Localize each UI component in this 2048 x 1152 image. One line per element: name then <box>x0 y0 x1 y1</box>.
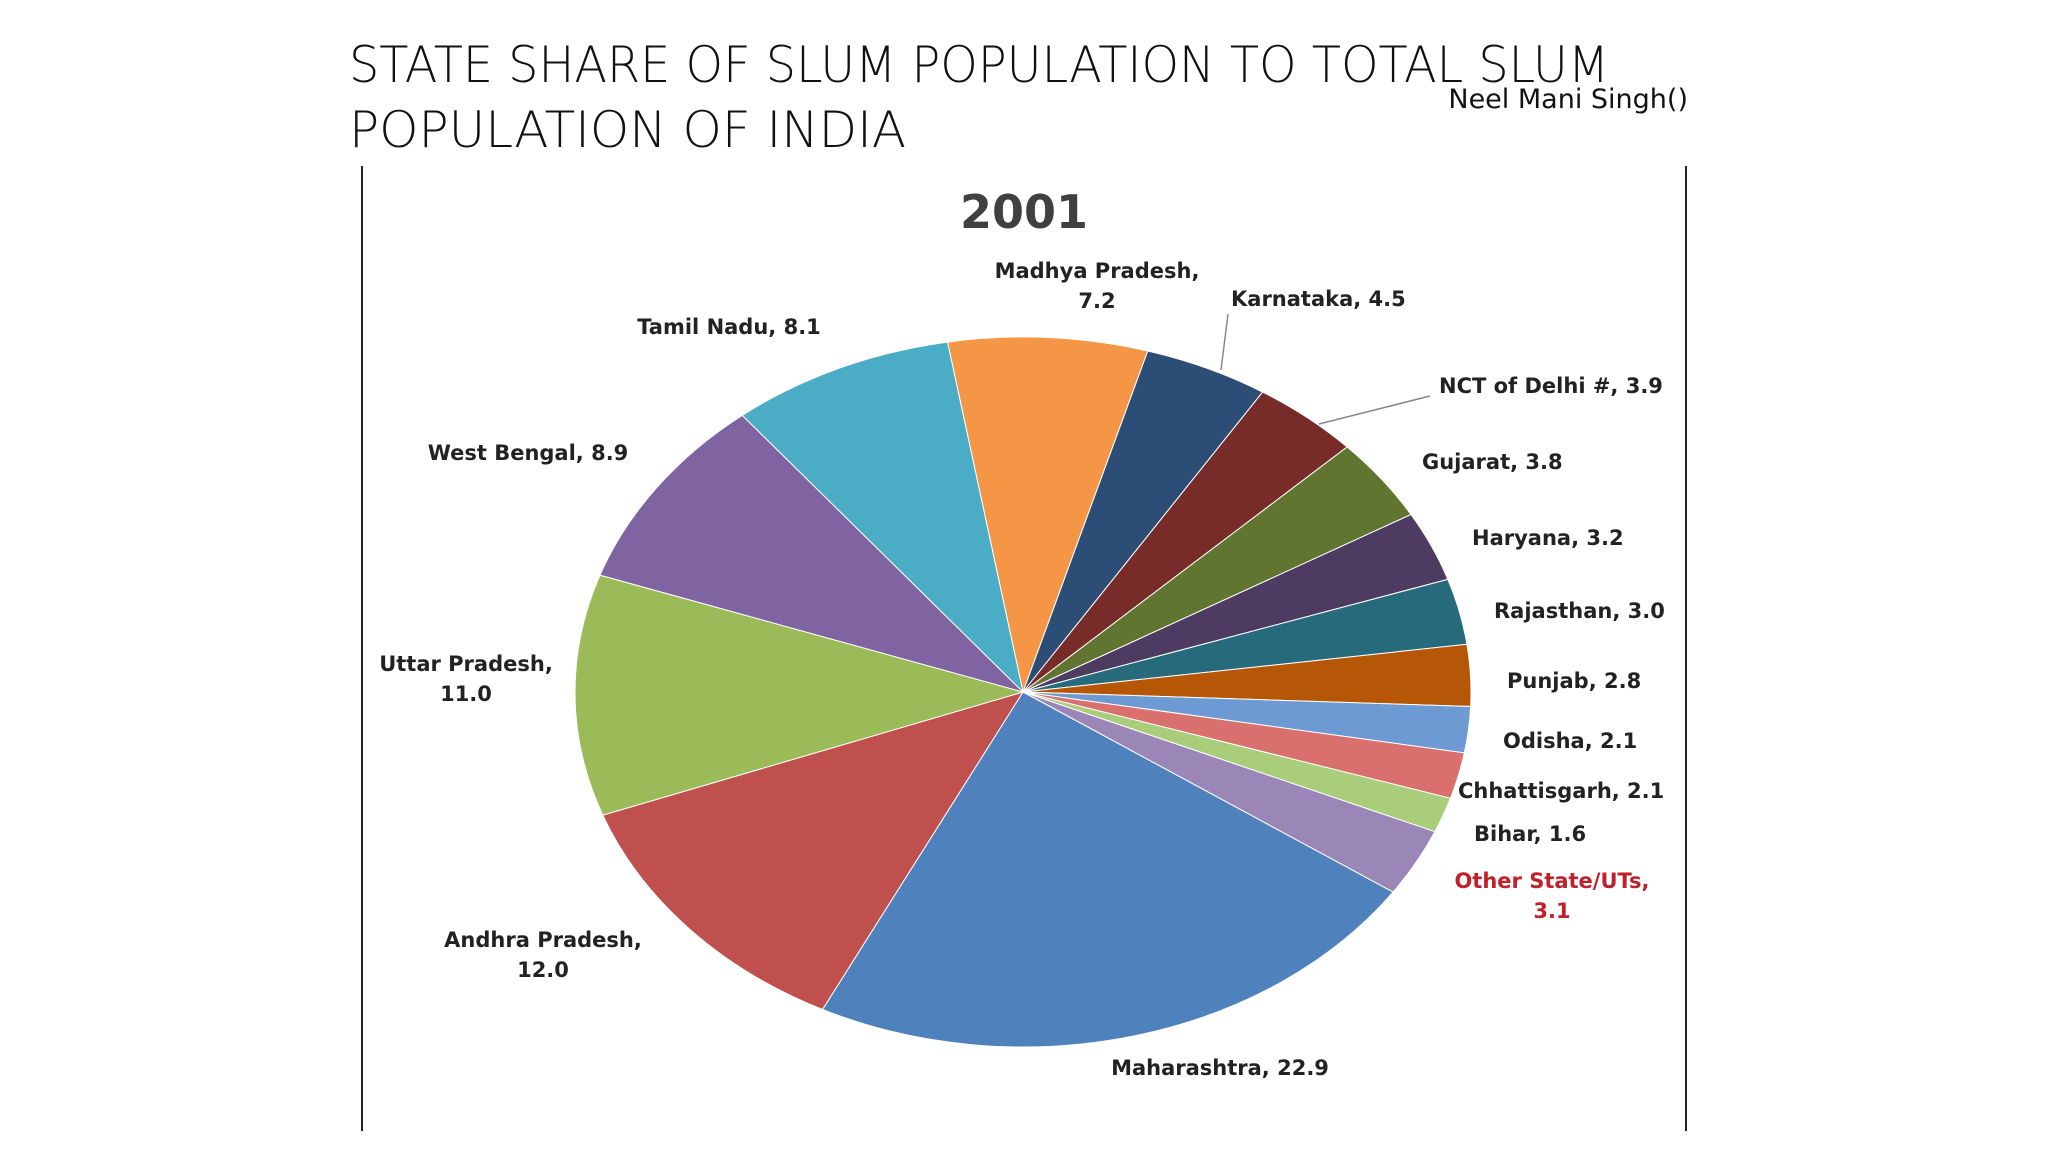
data-label: Bihar, 1.6 <box>1474 822 1586 846</box>
data-label: Uttar Pradesh, <box>379 652 553 676</box>
pie-slice <box>599 414 1025 693</box>
data-label: Chhattisgarh, 2.1 <box>1458 779 1664 803</box>
data-label: 7.2 <box>1078 289 1115 313</box>
data-label: Odisha, 2.1 <box>1503 729 1637 753</box>
slide-title: STATE SHARE OF SLUM POPULATION TO TOTAL … <box>349 36 1609 94</box>
pie-slice <box>602 691 1025 1011</box>
data-label: Punjab, 2.8 <box>1507 669 1641 693</box>
data-label: NCT of Delhi #, 3.9 <box>1439 374 1663 398</box>
data-label: Maharashtra, 22.9 <box>1111 1056 1329 1080</box>
author: Neel Mani Singh() <box>1448 84 1688 115</box>
leader-line <box>1220 313 1229 371</box>
slide-title: POPULATION OF INDIA <box>349 101 906 159</box>
data-label: Rajasthan, 3.0 <box>1494 599 1665 623</box>
data-label: Haryana, 3.2 <box>1472 526 1624 550</box>
data-label: West Bengal, 8.9 <box>428 441 629 465</box>
data-label: Gujarat, 3.8 <box>1422 450 1563 474</box>
data-label: 11.0 <box>440 682 492 706</box>
data-label: Andhra Pradesh, <box>444 928 642 952</box>
data-label: Karnataka, 4.5 <box>1231 287 1406 311</box>
pie-slice <box>741 341 1024 694</box>
chart-title: 2001 <box>960 185 1088 239</box>
pie-slice <box>946 336 1149 694</box>
leader-line <box>1318 395 1431 425</box>
pie-slice <box>821 691 1394 1048</box>
data-label: Other State/UTs, <box>1454 869 1649 893</box>
data-label: Tamil Nadu, 8.1 <box>637 315 821 339</box>
pie-slice <box>574 574 1025 816</box>
data-label: 3.1 <box>1533 899 1570 923</box>
data-label: 12.0 <box>517 958 569 982</box>
data-label: Madhya Pradesh, <box>995 259 1200 283</box>
